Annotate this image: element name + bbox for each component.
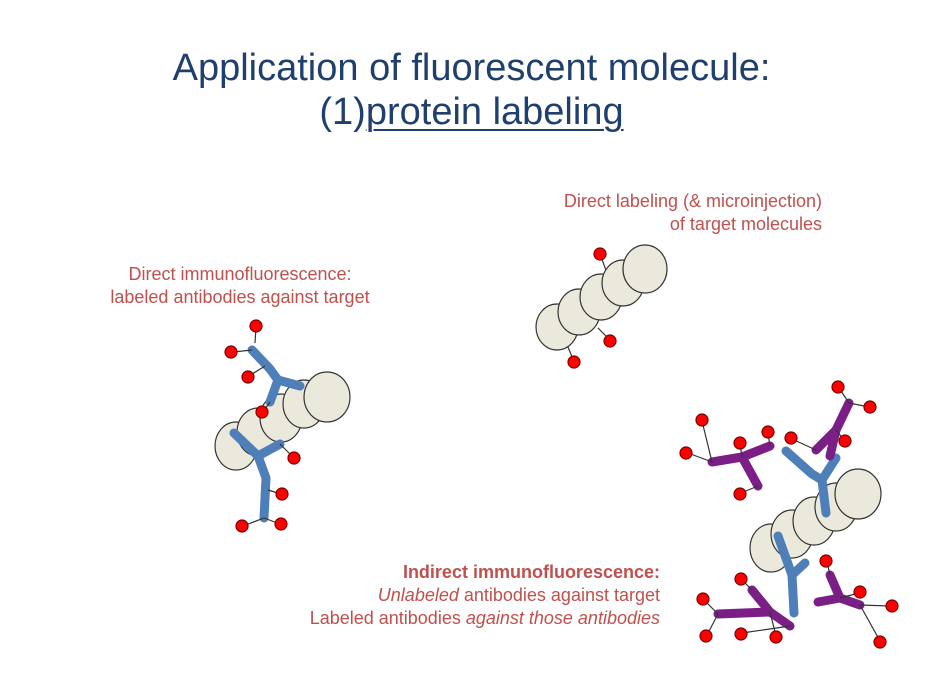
title-prefix: (1) xyxy=(319,91,366,133)
target-protein-chain-icon xyxy=(214,371,351,471)
target-protein-chain-icon xyxy=(535,244,668,351)
label-direct-immuno-line-2: labeled antibodies against target xyxy=(110,287,370,307)
label-direct-immuno-line-1: Direct immunofluorescence: xyxy=(128,264,352,284)
secondary-antibody-icon xyxy=(713,585,795,631)
target-protein-chain-icon xyxy=(749,468,882,573)
label-indirect-line-3: Labeled antibodies against those antibod… xyxy=(180,607,660,630)
fluorophore-icon xyxy=(699,629,713,643)
fluorophore-icon xyxy=(603,334,617,348)
title-underlined: protein labeling xyxy=(365,91,624,133)
fluorophore-icon xyxy=(819,554,833,568)
fluorophore-icon xyxy=(679,446,693,460)
label-direct-labeling-line-2: of target molecules xyxy=(669,214,822,234)
secondary-antibody-icon xyxy=(813,570,865,610)
primary-antibody-icon xyxy=(229,428,285,523)
primary-antibody-icon xyxy=(781,446,841,518)
label-indirect-line-2-rest: antibodies against target xyxy=(458,585,660,605)
fluorophore-icon xyxy=(831,380,845,394)
indirect-immunofluorescence-illustration xyxy=(679,380,899,649)
fluorophore-icon xyxy=(567,355,581,369)
fluorophore-icon xyxy=(224,345,238,359)
fluorophore-icon xyxy=(287,451,301,465)
fluorophore-icon xyxy=(696,592,710,606)
label-direct-labeling-line-1: Direct labeling (& microinjection) xyxy=(563,191,822,211)
label-indirect-line-3-plain: Labeled antibodies xyxy=(309,608,466,628)
label-direct-immunofluorescence: Direct immunofluorescence: labeled antib… xyxy=(60,263,420,309)
fluorophore-icon xyxy=(593,247,607,261)
label-indirect-unlabeled: Unlabeled xyxy=(377,585,459,605)
secondary-antibody-icon xyxy=(811,398,854,461)
fluorophore-icon xyxy=(761,425,775,439)
fluorophore-icon xyxy=(734,572,748,586)
fluorophore-icon xyxy=(733,436,747,450)
fluorophore-icon xyxy=(734,627,748,641)
slide-title: Application of fluorescent molecule: (1)… xyxy=(0,46,943,134)
fluorophore-icon xyxy=(885,599,899,613)
primary-antibody-icon xyxy=(773,531,810,618)
fluorophore-icon xyxy=(784,431,798,445)
title-line-2: (1)protein labeling xyxy=(0,90,943,134)
label-indirect-immunofluorescence: Indirect immunofluorescence: Unlabeled a… xyxy=(180,561,660,630)
primary-antibody-icon xyxy=(247,345,305,407)
label-indirect-line-2: Unlabeled antibodies against target xyxy=(180,584,660,607)
fluorophore-icon xyxy=(873,635,887,649)
fluorophore-icon xyxy=(695,413,709,427)
fluorophore-icon xyxy=(863,400,877,414)
title-line-1: Application of fluorescent molecule: xyxy=(172,47,771,89)
fluorophore-icon xyxy=(769,630,783,644)
fluorophore-icon xyxy=(274,517,288,531)
label-indirect-line-3-italic: against those antibodies xyxy=(465,608,660,628)
fluorophore-icon xyxy=(255,405,269,419)
fluorophore-icon xyxy=(838,434,852,448)
fluorophore-icon xyxy=(249,319,263,333)
label-direct-labeling: Direct labeling (& microinjection) of ta… xyxy=(460,190,822,236)
fluorophore-icon xyxy=(235,519,249,533)
fluorophore-icon xyxy=(275,487,289,501)
fluorophore-icon xyxy=(853,585,867,599)
fluorophore-icon xyxy=(733,487,747,501)
direct-labeling-illustration xyxy=(535,244,668,369)
label-indirect-heading: Indirect immunofluorescence: xyxy=(402,562,660,582)
fluorophore-icon xyxy=(241,370,255,384)
direct-immunofluorescence-illustration xyxy=(214,319,351,533)
